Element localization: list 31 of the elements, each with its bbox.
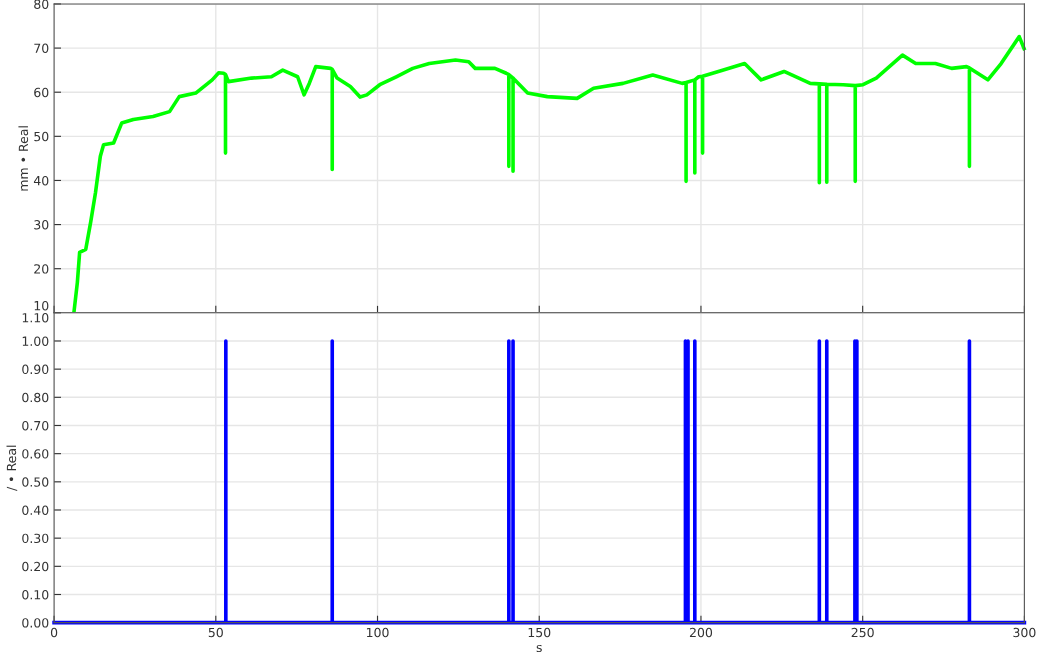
- y-tick-label: 0.90: [22, 364, 49, 375]
- line-series: [72, 34, 1026, 313]
- x-tick-label: 50: [208, 627, 223, 638]
- y-tick-label: 20: [34, 264, 49, 274]
- y-tick-label: 80: [34, 0, 49, 9]
- y-tick-label: 1.10: [22, 313, 49, 323]
- y-tick-label: 50: [34, 131, 49, 142]
- y-tick-label: 0.70: [22, 420, 49, 431]
- x-tick-label: 300: [1013, 627, 1036, 638]
- y-tick-label: 0.10: [22, 589, 49, 600]
- y-axis-title: / • Real: [6, 445, 18, 491]
- y-tick-label: 0.30: [22, 533, 49, 544]
- x-axis-title: s: [536, 644, 542, 653]
- y-axis-title: mm • Real: [18, 126, 29, 191]
- y-tick-label: 30: [34, 220, 49, 230]
- y-tick-label: 1.00: [22, 336, 49, 346]
- y-tick-label: 0.60: [22, 449, 49, 459]
- y-tick-label: 40: [33, 175, 49, 186]
- y-tick-label: 60: [34, 87, 49, 98]
- x-tick-label: 100: [366, 627, 389, 638]
- x-tick-label: 0: [50, 627, 58, 638]
- y-tick-label: 0.00: [22, 618, 49, 628]
- x-tick-label: 250: [851, 627, 874, 638]
- x-tick-label: 200: [689, 627, 713, 638]
- y-tick-label: 0.20: [22, 561, 49, 572]
- y-tick-label: 0.40: [22, 505, 49, 515]
- y-tick-label: 0.50: [22, 477, 49, 487]
- y-tick-label: 10: [34, 300, 49, 311]
- y-tick-label: 70: [34, 43, 49, 54]
- y-tick-label: 0.80: [22, 392, 49, 403]
- x-tick-label: 150: [528, 627, 551, 638]
